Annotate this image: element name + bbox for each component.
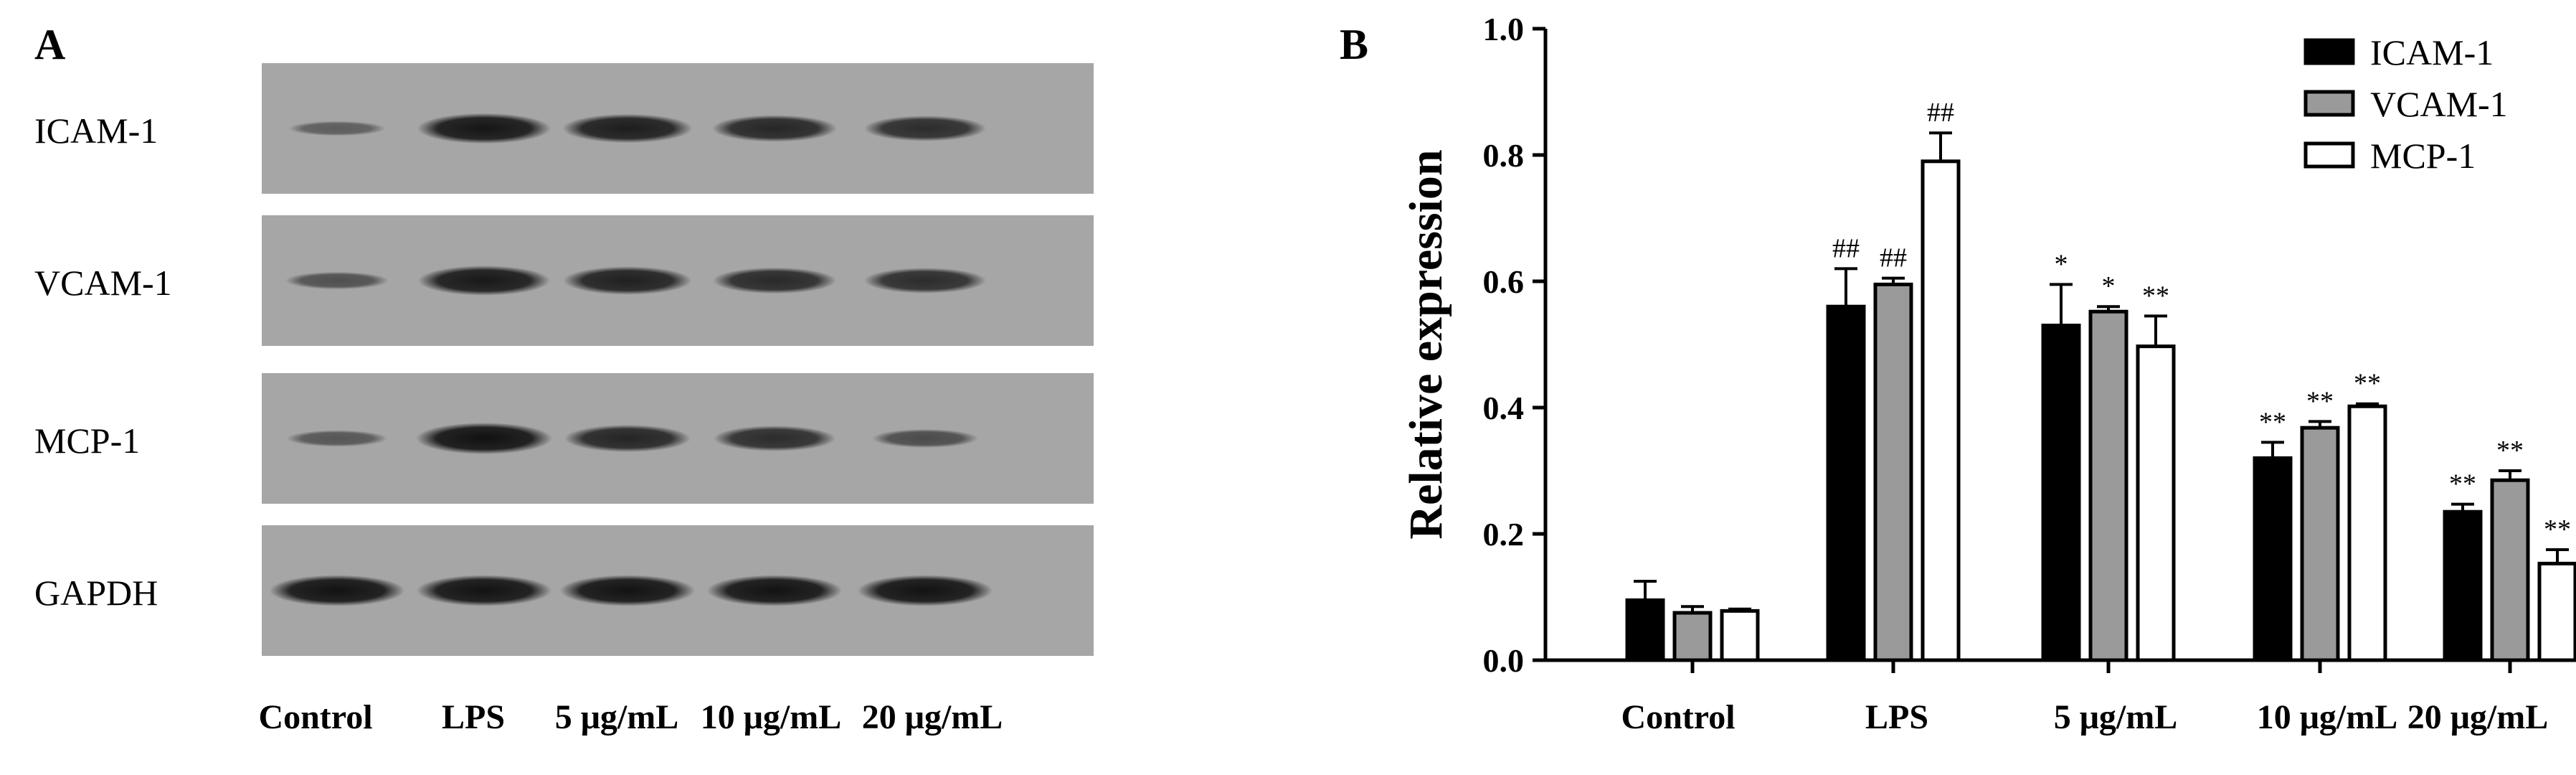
blot-rows: ICAM-1 VCAM-1 MCP-1 GAPDH xyxy=(34,63,1094,656)
y-tick-label: 0.6 xyxy=(1483,263,1525,300)
y-tick-label: 1.0 xyxy=(1483,11,1525,47)
bar-mcp-1 xyxy=(2537,561,2576,662)
significance-label: ** xyxy=(2449,469,2476,499)
lane-label: LPS xyxy=(442,698,505,736)
blot-row-vcam-1: VCAM-1 xyxy=(34,215,1094,346)
blot-band xyxy=(863,116,987,141)
blot-row-mcp-1: MCP-1 xyxy=(34,373,1094,504)
blot-band xyxy=(286,430,388,447)
x-tick-label: LPS xyxy=(1865,698,1928,736)
blot-band xyxy=(563,266,692,295)
bar-icam-1 xyxy=(2443,509,2483,662)
bar-vcam-1 xyxy=(2490,478,2530,662)
significance-label: ** xyxy=(2496,436,2524,466)
bar-mcp-1 xyxy=(2136,344,2176,662)
bar-vcam-1 xyxy=(1873,282,1913,662)
legend-label: ICAM-1 xyxy=(2370,32,2494,72)
y-tick-label: 0.2 xyxy=(1483,516,1525,553)
lane-labels: Control LPS 5 μg/mL 10 μg/mL 20 μg/mL xyxy=(258,698,1003,736)
bar-vcam-1 xyxy=(2300,426,2340,662)
legend-label: VCAM-1 xyxy=(2370,84,2508,124)
bar-vcam-1 xyxy=(2088,309,2128,662)
blot-band xyxy=(711,115,838,142)
panel-b-bar-chart: B 0.0 0.2 0.4 0.6 0.8 1.0 Relative expression C… xyxy=(1340,11,2576,736)
blot-band xyxy=(562,113,693,144)
blot-band xyxy=(857,575,993,606)
panel-a-letter: A xyxy=(34,21,65,68)
bar-chart: 0.0 0.2 0.4 0.6 0.8 1.0 Relative expression Con… xyxy=(1400,11,2576,736)
blot-band xyxy=(559,575,696,606)
bar-mcp-1 xyxy=(2347,404,2387,662)
bar-icam-1 xyxy=(2253,456,2293,662)
significance-label: ** xyxy=(2142,281,2169,311)
blot-band xyxy=(269,575,405,606)
significance-label: ** xyxy=(2259,407,2286,437)
blot-row-gapdh: GAPDH xyxy=(34,525,1094,656)
blot-row-label: GAPDH xyxy=(34,573,158,613)
legend-swatch xyxy=(2303,38,2355,65)
bar-icam-1 xyxy=(1826,304,1866,662)
significance-label: * xyxy=(2102,271,2116,301)
blot-band xyxy=(417,113,551,144)
blot-band xyxy=(285,271,389,290)
bar-icam-1 xyxy=(1625,598,1665,662)
y-axis-title: Relative expression xyxy=(1400,149,1452,539)
y-tick-label: 0.0 xyxy=(1483,642,1525,679)
significance-label: ## xyxy=(1880,243,1907,273)
lane-label: 5 μg/mL xyxy=(555,698,679,736)
blot-band xyxy=(713,426,836,451)
blot-band xyxy=(417,266,551,296)
x-tick-label: Control xyxy=(1621,698,1735,736)
legend-swatch xyxy=(2303,141,2355,169)
bar-icam-1 xyxy=(2041,324,2081,662)
significance-label: ** xyxy=(2306,386,2334,416)
lane-label: 10 μg/mL xyxy=(701,698,842,736)
y-tick-label: 0.8 xyxy=(1483,137,1525,174)
blot-band xyxy=(863,268,987,293)
blot-row-label: VCAM-1 xyxy=(34,263,172,303)
panel-a-western-blot: A ICAM-1 VCAM-1 MCP-1 GAPDH Control LPS 5 μg/… xyxy=(34,21,1094,736)
legend-swatch xyxy=(2303,90,2355,117)
blot-band xyxy=(416,423,552,454)
panel-b-letter: B xyxy=(1340,21,1368,68)
blot-row-label: MCP-1 xyxy=(34,421,140,461)
significance-label: ** xyxy=(2544,515,2571,545)
lane-label: 20 μg/mL xyxy=(862,698,1003,736)
blot-band xyxy=(288,121,386,136)
blot-band xyxy=(564,425,691,452)
significance-label: ## xyxy=(1927,98,1954,128)
bar-mcp-1 xyxy=(1921,159,1961,662)
significance-label: ** xyxy=(2354,369,2381,399)
y-tick-label: 0.4 xyxy=(1483,390,1525,426)
legend-label: MCP-1 xyxy=(2370,136,2476,176)
blot-band xyxy=(872,429,978,448)
significance-label: ## xyxy=(1832,233,1860,263)
blot-row-icam-1: ICAM-1 xyxy=(34,63,1094,194)
lane-label: Control xyxy=(258,698,372,736)
x-tick-label: 20 μg/mL xyxy=(2407,698,2549,736)
blot-row-label: ICAM-1 xyxy=(34,111,158,151)
blot-band xyxy=(416,575,552,606)
blot-band xyxy=(712,267,837,294)
x-tick-label: 10 μg/mL xyxy=(2257,698,2398,736)
x-tick-label: 5 μg/mL xyxy=(2054,698,2178,736)
bar-vcam-1 xyxy=(1672,611,1713,662)
bar-mcp-1 xyxy=(1720,609,1760,662)
blot-band xyxy=(706,575,843,606)
significance-label: * xyxy=(2055,249,2068,279)
